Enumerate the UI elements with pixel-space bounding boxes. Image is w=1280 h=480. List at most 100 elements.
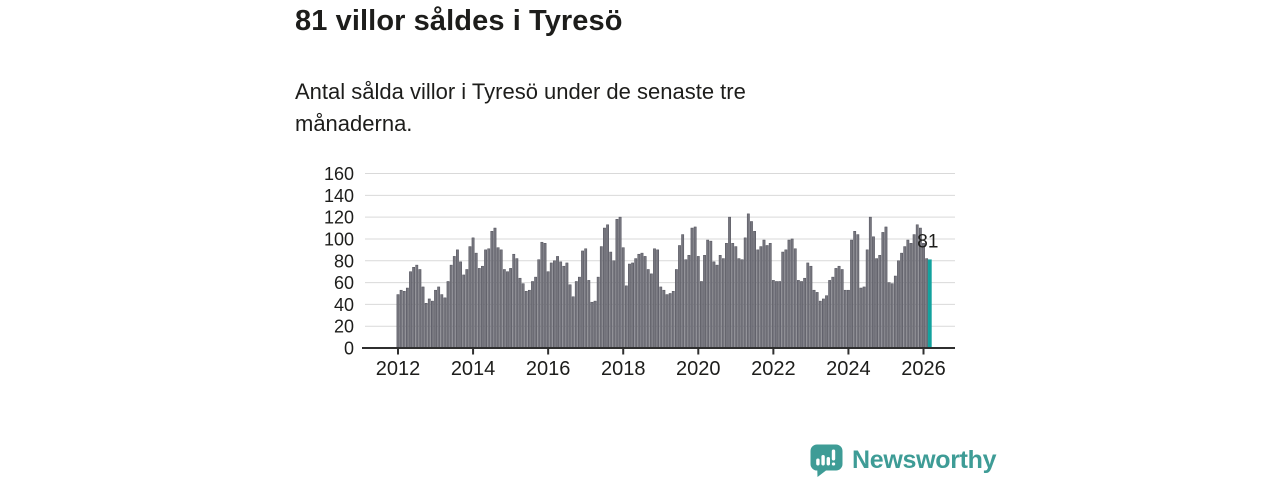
bar xyxy=(634,258,638,349)
bar xyxy=(471,237,475,349)
bar xyxy=(909,243,913,349)
headline: 81 villor såldes i Tyresö xyxy=(295,5,623,37)
bar xyxy=(553,260,556,349)
bar xyxy=(887,282,891,349)
bar xyxy=(606,224,609,349)
bar xyxy=(900,252,904,349)
logo-bar-medium xyxy=(821,455,825,466)
bar xyxy=(796,280,800,349)
bar xyxy=(750,221,753,349)
bar xyxy=(512,253,516,349)
bar xyxy=(775,281,778,349)
bar xyxy=(396,294,400,349)
bar xyxy=(424,303,428,349)
bar xyxy=(684,259,688,349)
newsworthy-branding-link[interactable]: Newsworthy xyxy=(810,444,997,477)
svg-text:60: 60 xyxy=(334,273,354,293)
svg-text:2012: 2012 xyxy=(376,358,421,380)
bar xyxy=(568,284,572,349)
bar xyxy=(487,248,491,349)
bar xyxy=(524,291,528,349)
bar xyxy=(756,249,760,349)
bar xyxy=(484,249,487,349)
svg-text:80: 80 xyxy=(334,251,354,271)
bar xyxy=(762,239,766,349)
bar xyxy=(875,258,878,349)
bar xyxy=(590,301,594,349)
bar xyxy=(862,286,866,349)
bars xyxy=(396,213,932,349)
bar xyxy=(618,216,622,349)
bar xyxy=(778,281,782,349)
chart-subtitle: Antal sålda villor i Tyresö under de sen… xyxy=(295,76,746,140)
bar xyxy=(696,256,700,349)
bar xyxy=(449,264,453,349)
bar xyxy=(502,269,506,349)
bar xyxy=(847,289,850,349)
bar xyxy=(706,239,710,349)
svg-text:2026: 2026 xyxy=(901,358,946,380)
bar xyxy=(646,269,650,349)
bar xyxy=(681,234,685,349)
bar xyxy=(562,265,566,349)
bar xyxy=(893,275,897,349)
bar xyxy=(628,263,631,349)
bar xyxy=(649,273,653,349)
svg-text:2020: 2020 xyxy=(676,358,721,380)
bar xyxy=(806,262,810,349)
bar xyxy=(840,269,844,349)
bar xyxy=(443,297,447,349)
bar xyxy=(784,249,788,349)
svg-text:2022: 2022 xyxy=(751,358,796,380)
x-axis-ticks: 2012 2014 2016 2018 2020 2022 2024 2026 xyxy=(376,348,946,380)
bar xyxy=(787,239,791,349)
bar xyxy=(753,231,756,349)
bar xyxy=(703,255,706,349)
bar xyxy=(468,246,472,349)
bar xyxy=(843,289,847,349)
svg-text:20: 20 xyxy=(334,317,354,337)
bar xyxy=(781,251,785,349)
bar xyxy=(612,260,616,349)
bar xyxy=(456,249,459,349)
bar xyxy=(543,243,547,349)
bar xyxy=(897,260,900,349)
bar xyxy=(815,292,819,349)
bar xyxy=(637,253,641,349)
bar xyxy=(559,261,563,349)
bar xyxy=(509,268,513,349)
bar xyxy=(746,213,750,349)
bar xyxy=(834,268,838,349)
bar xyxy=(731,243,735,349)
svg-text:0: 0 xyxy=(344,339,354,359)
bar xyxy=(903,246,907,349)
bar xyxy=(437,286,441,349)
bar xyxy=(584,248,588,349)
bar xyxy=(427,298,431,349)
bar xyxy=(812,289,816,349)
bar xyxy=(818,300,822,349)
bar xyxy=(768,243,772,349)
bar xyxy=(515,258,519,349)
svg-text:100: 100 xyxy=(324,229,354,249)
bar xyxy=(621,247,625,349)
bar xyxy=(878,255,882,349)
bar xyxy=(718,255,722,349)
bar xyxy=(546,271,550,349)
highlight-bar xyxy=(927,259,932,349)
subtitle-line-2: månaderna. xyxy=(295,111,413,136)
bar xyxy=(653,248,656,349)
bar xyxy=(721,258,725,349)
bar xyxy=(712,261,716,349)
bar xyxy=(643,256,647,349)
bar xyxy=(668,293,672,349)
bar xyxy=(922,243,925,349)
bar xyxy=(674,269,678,349)
bar xyxy=(828,280,832,349)
bar xyxy=(440,294,444,349)
bar xyxy=(431,300,434,349)
bar xyxy=(521,283,525,349)
bar xyxy=(709,240,713,349)
bar xyxy=(662,289,666,349)
svg-text:160: 160 xyxy=(324,164,354,184)
